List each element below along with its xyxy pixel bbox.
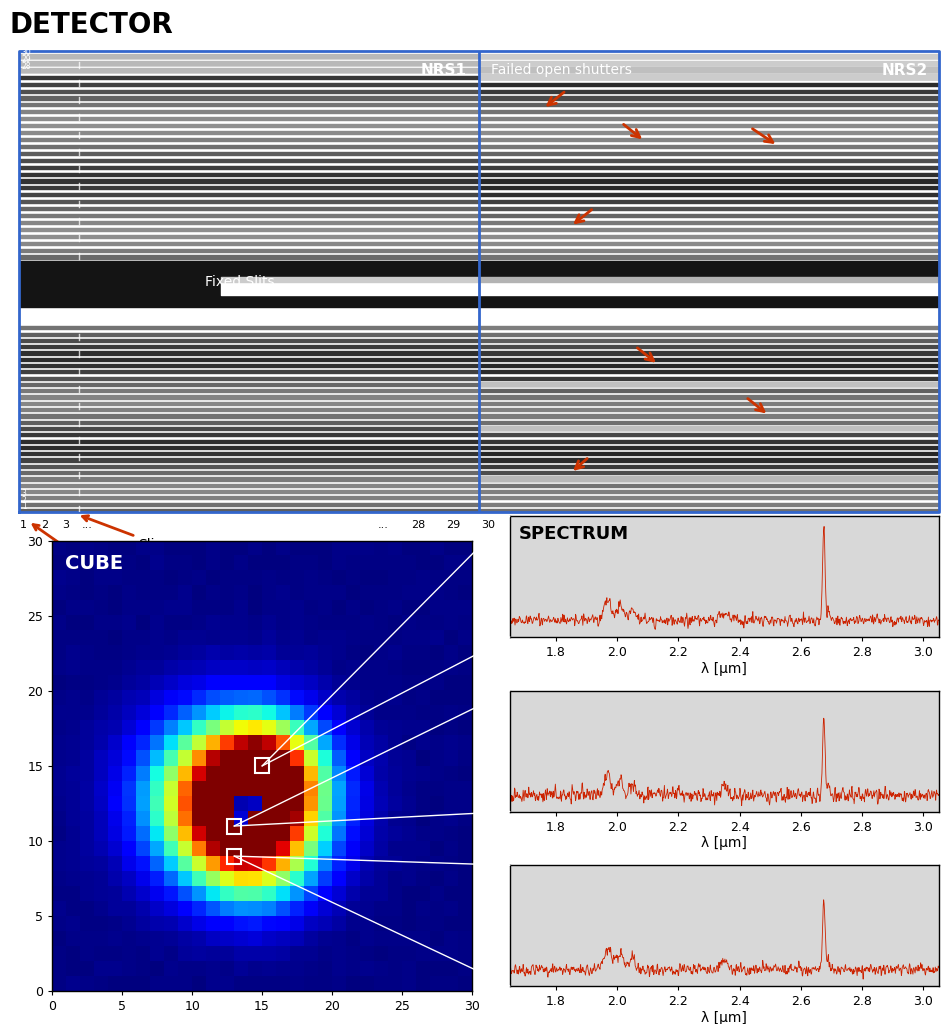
Text: 1: 1 — [20, 520, 28, 530]
Text: Fixed Slits: Fixed Slits — [205, 274, 274, 289]
Text: 30: 30 — [481, 520, 495, 530]
Bar — [255, 759, 268, 773]
X-axis label: λ [μm]: λ [μm] — [701, 1011, 746, 1024]
Text: 2: 2 — [41, 520, 49, 530]
Text: NRS2: NRS2 — [881, 62, 926, 78]
Bar — [227, 849, 241, 863]
Text: 29: 29 — [446, 520, 460, 530]
Text: 2: 2 — [22, 496, 27, 505]
Text: ...: ... — [22, 69, 29, 78]
Text: 1: 1 — [22, 502, 27, 511]
X-axis label: λ [μm]: λ [μm] — [701, 662, 746, 676]
Text: ...: ... — [377, 520, 388, 530]
Text: ...: ... — [22, 483, 29, 493]
X-axis label: λ [μm]: λ [μm] — [701, 837, 746, 850]
Text: 29: 29 — [22, 54, 31, 63]
Text: ...: ... — [81, 520, 92, 530]
Text: DETECTOR: DETECTOR — [10, 10, 173, 39]
Text: CUBE: CUBE — [65, 554, 123, 573]
Text: NRS1: NRS1 — [421, 62, 466, 78]
Text: 28: 28 — [22, 61, 31, 71]
Text: 3: 3 — [62, 520, 69, 530]
Text: 30: 30 — [22, 48, 31, 56]
Text: 28: 28 — [410, 520, 425, 530]
Text: 3: 3 — [22, 489, 27, 499]
Text: Failed open shutters: Failed open shutters — [490, 62, 631, 77]
Bar — [227, 818, 241, 834]
Text: SPECTRUM: SPECTRUM — [518, 524, 628, 543]
Text: Slices: Slices — [83, 516, 178, 552]
